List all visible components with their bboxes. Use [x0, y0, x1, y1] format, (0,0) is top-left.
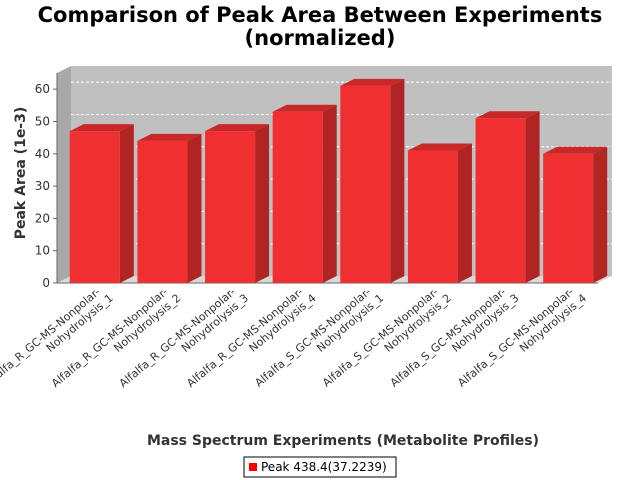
bar-top	[340, 78, 405, 86]
y-tick-label: 20	[35, 211, 50, 225]
bar-3	[205, 124, 270, 284]
y-tick-label: 40	[35, 147, 50, 161]
x-axis-label: Mass Spectrum Experiments (Metabolite Pr…	[147, 433, 539, 449]
chart-title-line1: Comparison of Peak Area Between Experime…	[38, 3, 603, 27]
y-tick-label: 0	[42, 276, 50, 290]
y-tick-label: 10	[35, 244, 50, 258]
legend-box	[243, 456, 397, 478]
bar-top	[69, 124, 134, 132]
chart-title-line2: (normalized)	[245, 26, 396, 50]
bar-side	[322, 104, 337, 284]
bar-side	[187, 133, 202, 283]
bar-front	[543, 153, 594, 283]
bar-2	[137, 133, 202, 283]
bar-front	[137, 140, 188, 283]
x-tick-label: Alfalfa_S_GC-MS-Nonpolar-Nohydrolysis_4	[455, 281, 589, 399]
bar-1	[69, 124, 134, 284]
bar-5	[340, 78, 405, 283]
bar-4	[272, 104, 337, 284]
bar-7	[475, 111, 540, 283]
legend-series-label: Peak 438.4(37.2239)	[261, 460, 387, 474]
bar-front	[475, 118, 526, 283]
bar-top	[137, 133, 202, 141]
legend-swatch	[249, 463, 257, 471]
bar-front	[272, 111, 323, 284]
bar-side	[119, 124, 134, 284]
bar-side	[457, 143, 472, 283]
y-axis-label: Peak Area (1e-3)	[13, 107, 29, 240]
bar-front	[407, 150, 458, 283]
y-tick-label: 50	[35, 114, 50, 128]
bar-front	[205, 131, 256, 283]
y-tick-label: 60	[35, 82, 50, 96]
bar-side	[390, 78, 405, 283]
bar-top	[543, 146, 608, 154]
bar-top	[407, 143, 472, 151]
bar-top	[272, 104, 337, 112]
bar-8	[543, 146, 608, 283]
bar-side	[255, 124, 270, 284]
bar-6	[407, 143, 472, 283]
bar-front	[340, 85, 391, 283]
legend: Peak 438.4(37.2239)	[243, 456, 397, 478]
category-labels: Alfalfa_R_GC-MS-Nonpolar-Nohydrolysis_1A…	[0, 281, 589, 399]
bar-top	[205, 124, 270, 132]
bar-side	[593, 146, 608, 283]
bar-side	[525, 111, 540, 283]
plot-side-wall	[57, 66, 71, 283]
y-tick-label: 30	[35, 179, 50, 193]
bars-group	[69, 78, 608, 284]
bar-front	[69, 131, 120, 283]
bar-top	[475, 111, 540, 119]
